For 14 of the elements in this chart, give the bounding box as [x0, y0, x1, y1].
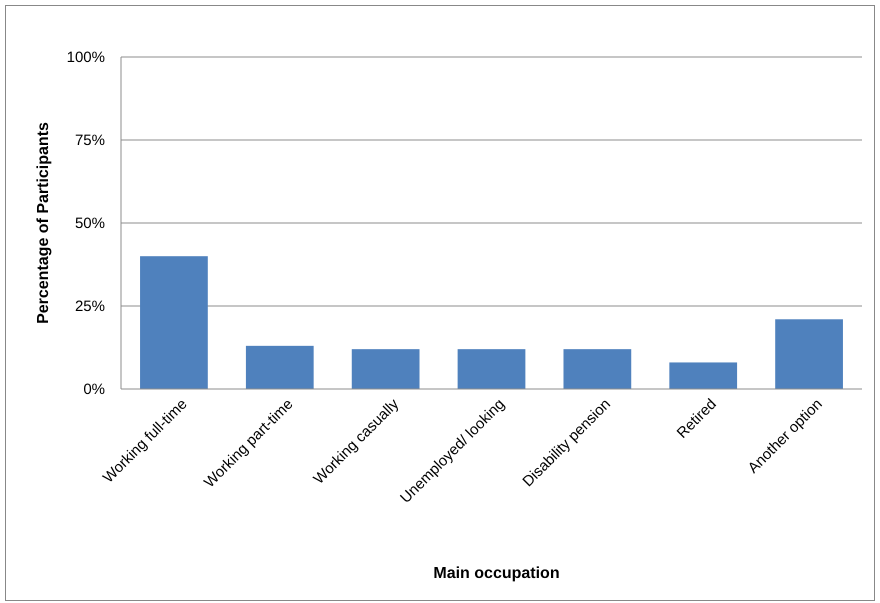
bar	[246, 346, 314, 389]
y-axis-title: Percentage of Participants	[35, 122, 52, 324]
y-tick-label: 75%	[74, 132, 105, 149]
bar	[352, 349, 420, 389]
bar	[563, 349, 632, 389]
bar	[669, 362, 738, 389]
y-tick-label: 50%	[74, 214, 105, 232]
y-tick-label: 25%	[74, 298, 105, 315]
y-tick-label: 100%	[66, 48, 105, 66]
x-axis-title: Main occupation	[433, 565, 560, 582]
bar	[140, 256, 208, 389]
bar	[775, 319, 843, 389]
bar	[458, 349, 526, 389]
y-tick-label: 0%	[83, 380, 105, 398]
